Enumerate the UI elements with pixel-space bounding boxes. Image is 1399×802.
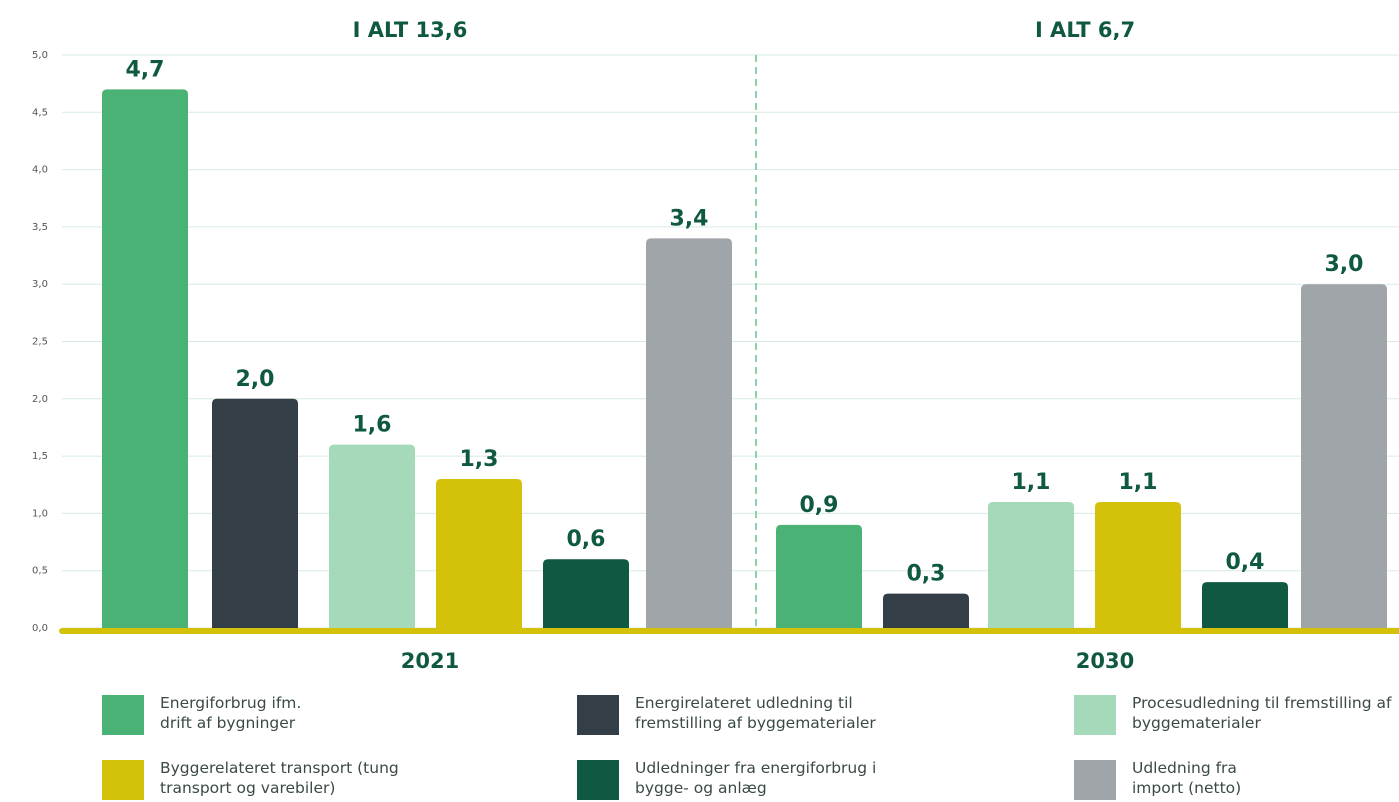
y-tick-label: 4,5 bbox=[32, 107, 48, 118]
value-label: 3,0 bbox=[1325, 252, 1364, 277]
y-tick-label: 4,0 bbox=[32, 165, 48, 176]
legend-label: Byggerelateret transport (tung transport… bbox=[160, 759, 399, 797]
chart: 0,0 0,5 1,0 1,5 2,0 2,5 3,0 3,5 4,0 4,5 5,0 2021 I A… bbox=[32, 18, 1399, 673]
y-tick-label: 2,5 bbox=[32, 337, 48, 348]
bar bbox=[646, 238, 732, 629]
group-total: I ALT 6,7 bbox=[1035, 18, 1135, 42]
bar bbox=[212, 398, 298, 628]
y-tick-label: 0,5 bbox=[32, 566, 48, 577]
group-total: I ALT 13,6 bbox=[353, 18, 468, 42]
legend-item: Byggerelateret transport (tung transport… bbox=[102, 759, 415, 800]
legend-swatch bbox=[102, 695, 144, 735]
value-label: 3,4 bbox=[670, 206, 709, 231]
y-tick-label: 1,0 bbox=[32, 508, 48, 519]
legend-item: Udledninger fra energiforbrug i bygge- o… bbox=[577, 759, 935, 800]
bar bbox=[883, 593, 969, 628]
legend-item: Energiforbrug ifm. drift af bygninger bbox=[102, 694, 325, 735]
legend-item: Udledning fra import (netto) bbox=[1074, 759, 1282, 800]
legend-swatch bbox=[1074, 695, 1116, 735]
y-tick-label: 2,0 bbox=[32, 394, 48, 405]
value-label: 1,6 bbox=[353, 413, 392, 438]
legend-label: Udledninger fra energiforbrug i bygge- o… bbox=[635, 759, 877, 797]
bar bbox=[1301, 284, 1387, 628]
legend-item: Procesudledning til fremstilling af bygg… bbox=[1074, 694, 1399, 735]
value-label: 0,9 bbox=[800, 493, 839, 518]
value-label: 1,1 bbox=[1119, 470, 1158, 495]
value-label: 2,0 bbox=[236, 367, 275, 392]
legend-swatch bbox=[102, 760, 144, 800]
bar bbox=[102, 89, 188, 628]
y-tick-label: 5,0 bbox=[32, 50, 48, 61]
bar bbox=[1202, 582, 1288, 628]
value-label: 1,1 bbox=[1012, 470, 1051, 495]
bar bbox=[436, 479, 522, 628]
y-tick-label: 3,5 bbox=[32, 222, 48, 233]
bar bbox=[988, 501, 1074, 628]
value-label: 1,3 bbox=[460, 447, 499, 472]
value-label: 0,6 bbox=[567, 527, 606, 552]
legend-label: Energirelateret udledning til fremstilli… bbox=[635, 694, 876, 732]
legend-label: Udledning fra import (netto) bbox=[1132, 759, 1242, 797]
bar bbox=[1095, 501, 1181, 628]
value-label: 0,3 bbox=[907, 562, 946, 587]
value-label: 0,4 bbox=[1226, 550, 1265, 575]
y-tick-label: 0,0 bbox=[32, 623, 48, 634]
x-tick-label: 2021 bbox=[401, 649, 459, 673]
legend-swatch bbox=[577, 695, 619, 735]
legend-label: Energiforbrug ifm. drift af bygninger bbox=[160, 694, 302, 732]
bar bbox=[776, 524, 862, 628]
y-tick-label: 3,0 bbox=[32, 279, 48, 290]
legend-swatch bbox=[577, 760, 619, 800]
legend-swatch bbox=[1074, 760, 1116, 800]
y-tick-label: 1,5 bbox=[32, 451, 48, 462]
bar bbox=[329, 444, 415, 628]
legend-label: Procesudledning til fremstilling af bygg… bbox=[1132, 694, 1392, 732]
legend-item: Energirelateret udledning til fremstilli… bbox=[577, 694, 925, 735]
x-tick-label: 2030 bbox=[1076, 649, 1134, 673]
value-label: 4,7 bbox=[126, 57, 165, 82]
bar bbox=[543, 559, 629, 628]
